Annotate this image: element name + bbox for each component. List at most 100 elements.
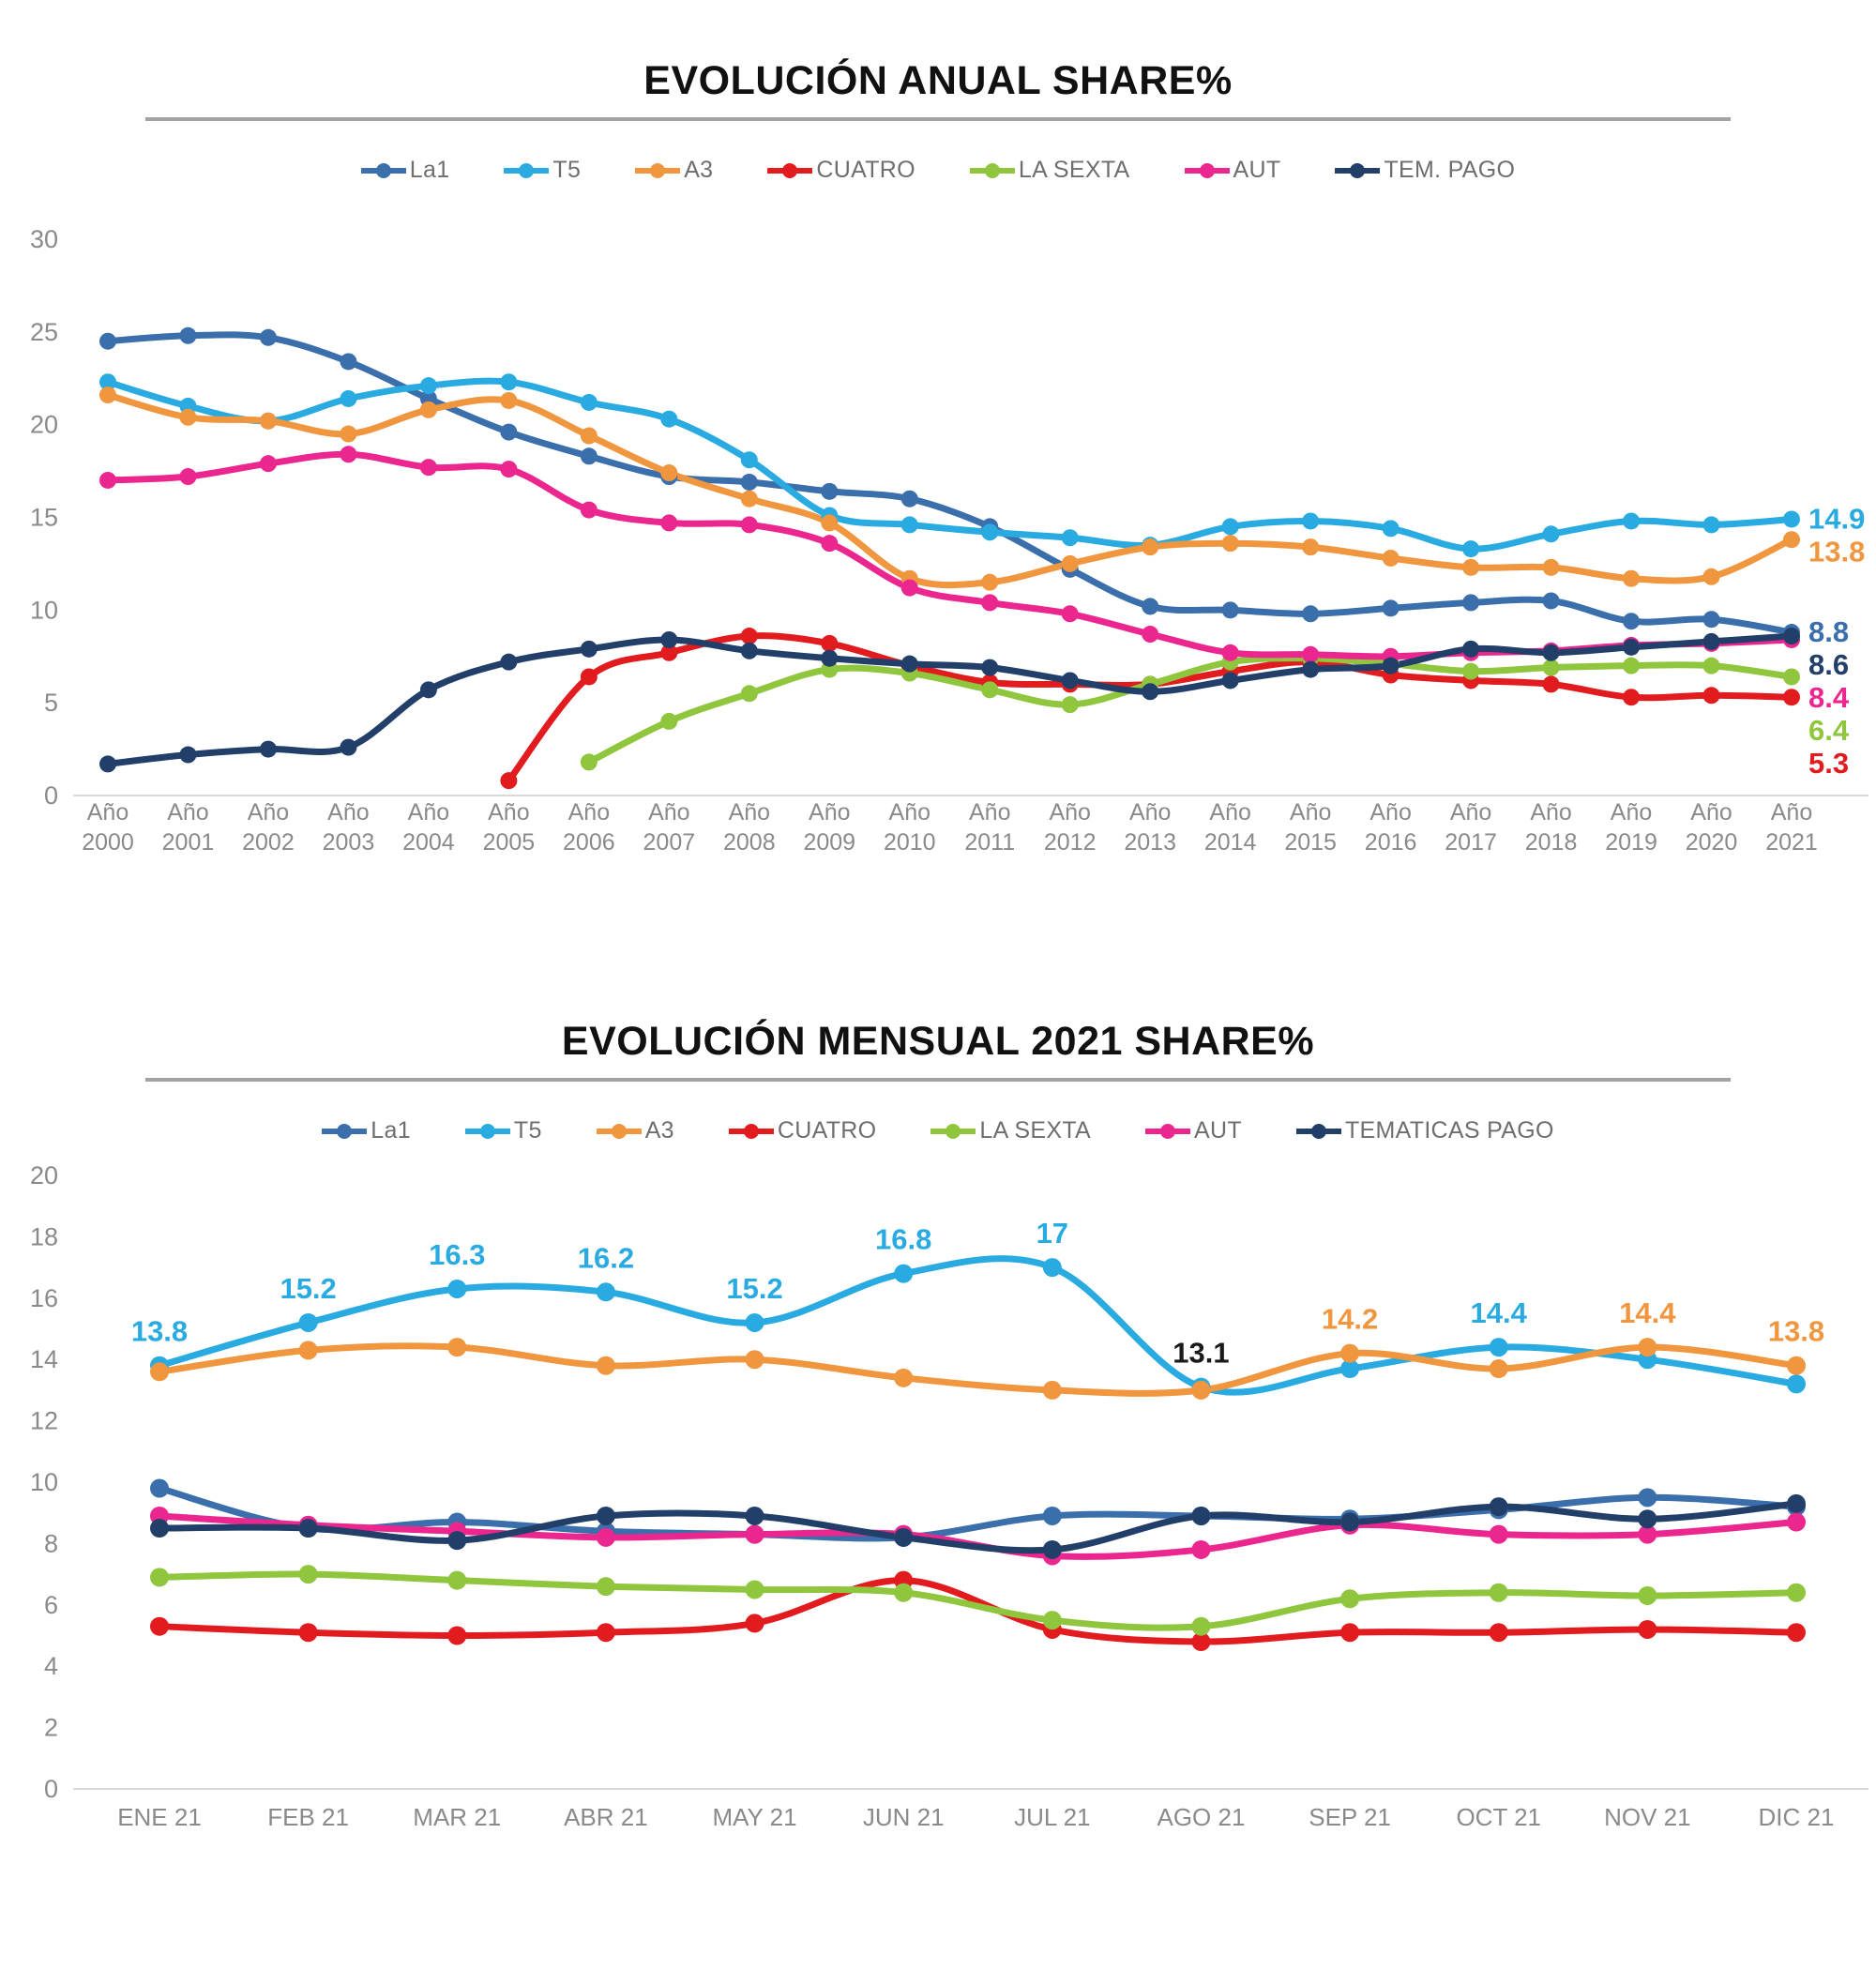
series-line-t5: [104, 377, 1795, 553]
x-axis-tick-label: Año 2012: [1044, 799, 1097, 856]
legend-marker-icon: [1184, 162, 1230, 178]
data-point-t5: [1302, 512, 1320, 530]
data-point-a3: [894, 1368, 914, 1387]
data-point-tem-pago: [1142, 683, 1159, 701]
legend-marker-icon: [1145, 1123, 1191, 1139]
x-axis-tick-label: Año 2010: [884, 799, 936, 856]
data-point-la1: [1702, 611, 1720, 629]
data-point-cuatro: [1787, 1623, 1806, 1643]
data-point-t5: [1061, 529, 1079, 547]
data-point-a3: [596, 1356, 615, 1375]
data-point-la1: [500, 423, 518, 441]
x-axis-tick-label: NOV 21: [1604, 1803, 1691, 1831]
legend-item-cuatro: CUATRO: [728, 1117, 877, 1144]
data-point-t5: [745, 1312, 764, 1332]
legend-item-cuatro: CUATRO: [767, 157, 915, 184]
legend-label: CUATRO: [777, 1117, 877, 1144]
legend-item-aut: AUT: [1184, 157, 1281, 184]
data-point-a3: [821, 514, 839, 532]
legend-marker-icon: [635, 162, 681, 178]
data-point-aut: [179, 468, 197, 486]
data-point-la1: [1382, 599, 1399, 617]
x-axis-tick-label: Año 2015: [1284, 799, 1337, 856]
series-line-a3: [156, 1342, 1800, 1397]
data-point-cuatro: [1489, 1623, 1508, 1643]
data-point-t5: [340, 389, 357, 407]
legend-item-aut: AUT: [1145, 1117, 1242, 1144]
data-point-la-sexta: [1638, 1585, 1657, 1605]
point-label: 13.8: [1768, 1315, 1824, 1348]
x-axis-tick-label: Año 2008: [723, 799, 776, 856]
legend-label: La1: [409, 157, 450, 183]
legend-label: TEM. PAGO: [1384, 157, 1516, 183]
data-point-aut: [99, 471, 116, 489]
y-axis-tick-label: 10: [30, 596, 58, 624]
data-point-tem-pago: [1061, 672, 1079, 690]
data-point-la-sexta: [150, 1568, 169, 1587]
legend-label: T5: [552, 157, 582, 183]
data-point-cuatro: [745, 1614, 764, 1633]
x-axis-tick-label: Año 2018: [1525, 799, 1578, 856]
data-point-la1: [740, 473, 758, 491]
data-point-la1: [1638, 1488, 1657, 1508]
data-point-t5: [1042, 1258, 1062, 1278]
data-point-la1: [340, 353, 357, 371]
data-point-t5: [298, 1312, 318, 1332]
legend-marker-icon: [930, 1123, 976, 1139]
data-point-cuatro: [596, 1623, 615, 1643]
x-axis-tick-label: FEB 21: [267, 1803, 349, 1831]
data-point-a3: [259, 412, 277, 430]
data-point-tem-pago: [179, 746, 197, 764]
legend-item-tem-pago: TEM. PAGO: [1335, 157, 1515, 184]
y-axis-tick-label: 14: [30, 1345, 58, 1373]
legend-label: AUT: [1194, 1117, 1242, 1144]
annual-chart-title: EVOLUCIÓN ANUAL SHARE%: [643, 58, 1233, 103]
x-axis-tick-label: Año 2016: [1365, 799, 1417, 856]
data-point-cuatro: [821, 634, 839, 652]
data-point-aut: [1638, 1524, 1657, 1544]
data-point-t5: [596, 1282, 615, 1302]
point-label: 15.2: [726, 1272, 782, 1305]
data-point-tem-pago: [500, 653, 518, 671]
x-axis-tick-label: SEP 21: [1309, 1803, 1391, 1831]
data-point-t5: [580, 393, 598, 411]
data-point-t5: [1489, 1338, 1508, 1357]
series-line-cuatro: [156, 1577, 1800, 1645]
data-point-a3: [1623, 569, 1641, 587]
data-point-t5: [447, 1279, 467, 1298]
data-point-tem-pago: [981, 659, 999, 676]
data-point-la-sexta: [981, 681, 999, 699]
data-point-t5: [1462, 540, 1480, 558]
data-point-cuatro: [660, 644, 678, 661]
data-point-t5: [1783, 510, 1800, 528]
data-point-la-sexta: [1783, 668, 1800, 686]
data-point-aut: [1191, 1539, 1211, 1559]
data-point-a3: [298, 1341, 318, 1360]
data-point-cuatro: [1542, 675, 1560, 693]
x-axis-tick-label: Año 2005: [483, 799, 536, 856]
series-line-t5: [156, 1255, 1800, 1396]
legend-item-la-sexta: LA SEXTA: [930, 1117, 1091, 1144]
data-point-aut: [1142, 626, 1159, 644]
series-end-label: 8.4: [1808, 681, 1850, 714]
x-axis-tick-label: Año 2002: [242, 799, 295, 856]
data-point-aut: [340, 446, 357, 463]
x-axis-tick-label: Año 2011: [964, 799, 1015, 856]
data-point-t5: [99, 373, 116, 391]
data-point-t5: [419, 377, 437, 395]
point-label: 14.4: [1619, 1296, 1676, 1329]
x-axis-tick-label: OCT 21: [1456, 1803, 1541, 1831]
data-point-la1: [150, 1478, 169, 1498]
data-point-a3: [580, 427, 598, 445]
x-axis-tick-label: AGO 21: [1157, 1803, 1245, 1831]
data-point-cuatro: [150, 1616, 169, 1636]
data-point-a3: [1382, 549, 1399, 567]
data-point-a3: [500, 391, 518, 409]
data-point-cuatro: [447, 1626, 467, 1645]
point-label: 17: [1036, 1217, 1068, 1250]
data-point-t5: [1623, 512, 1641, 530]
data-point-a3: [150, 1362, 169, 1382]
data-point-cuatro: [1340, 1623, 1360, 1643]
data-point-tematicas-pago: [447, 1531, 467, 1551]
